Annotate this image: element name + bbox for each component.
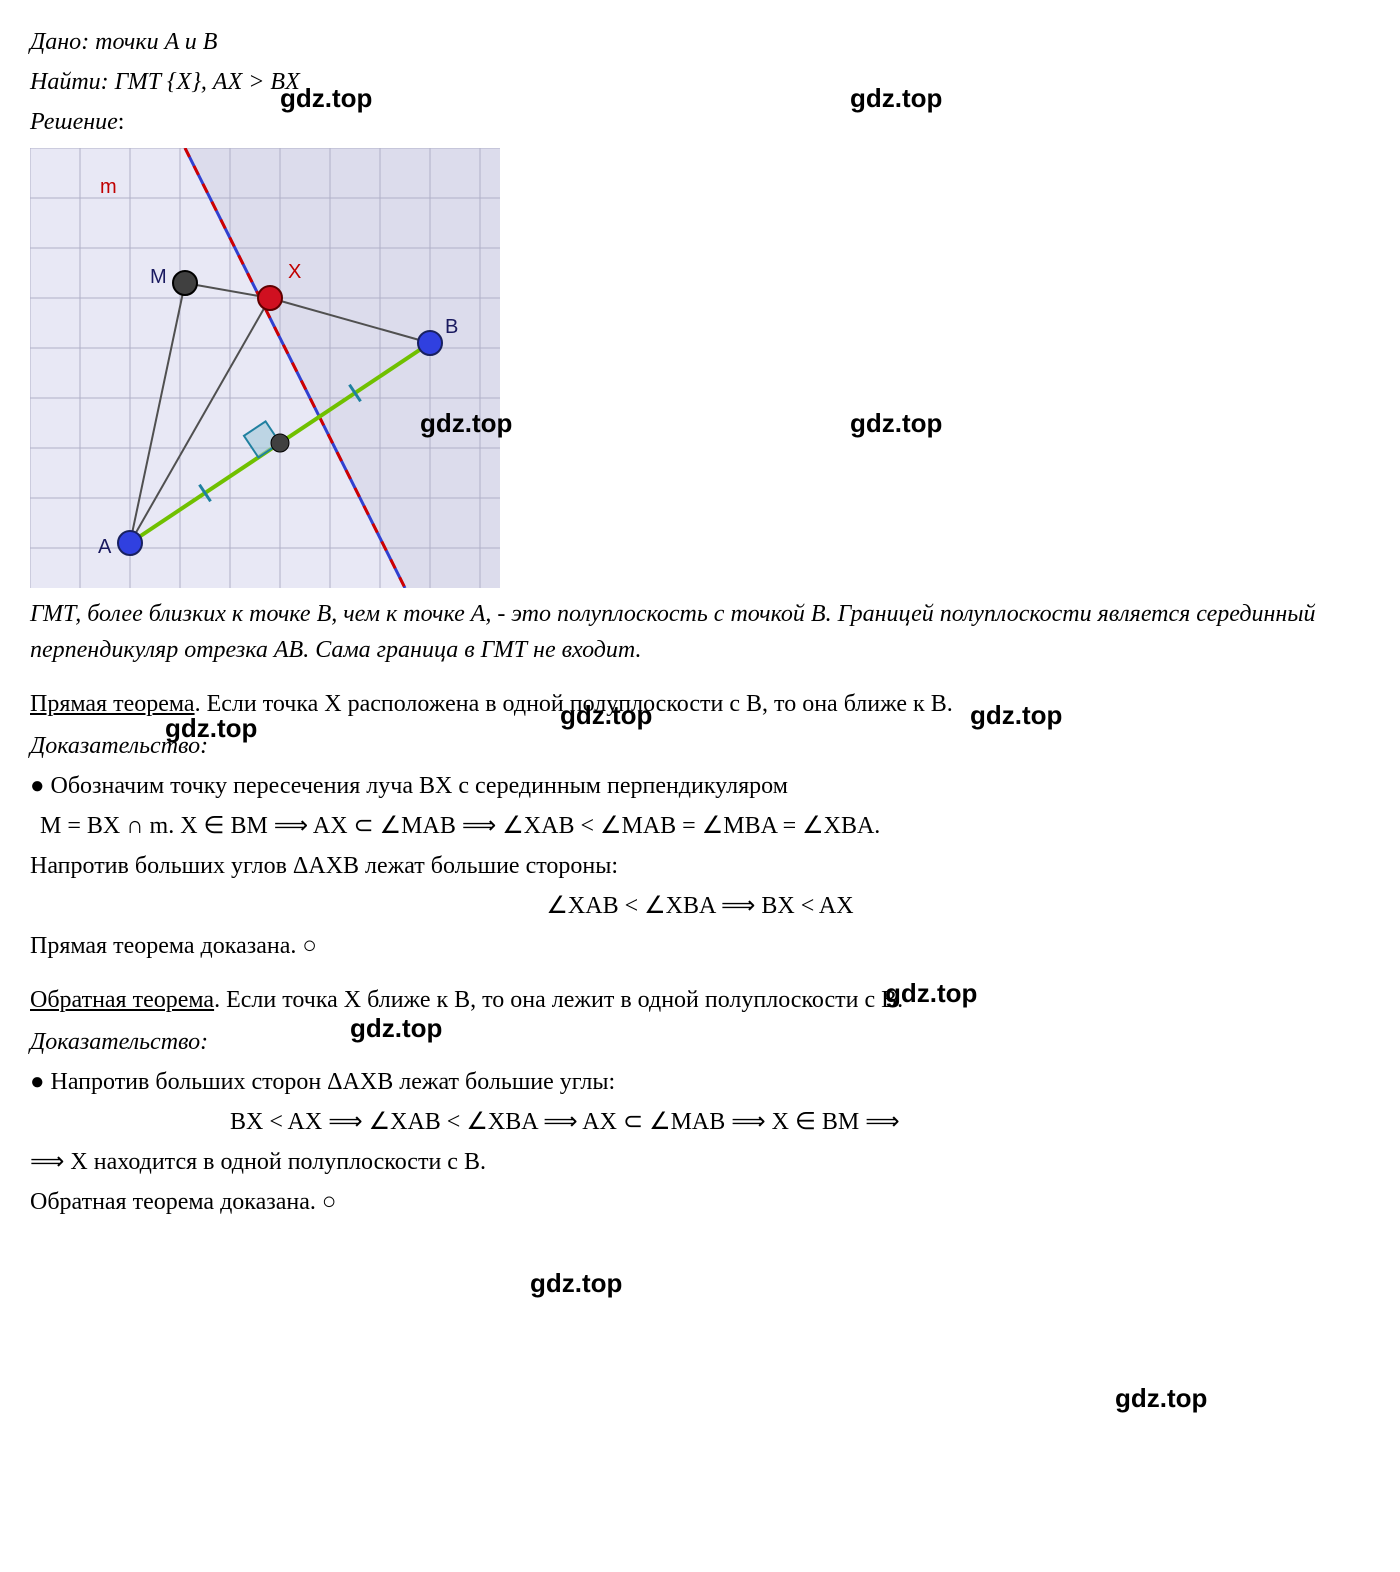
given-line: Дано: точки A и B (30, 24, 1370, 60)
watermark-text: gdz.top (530, 1264, 622, 1303)
find-line: Найти: ГМТ {X}, AX > BX (30, 64, 1370, 100)
svg-text:A: A (98, 536, 112, 558)
svg-text:m: m (100, 176, 117, 198)
direct-formula-2: ∠XAB < ∠XBA ⟹ BX < AX (30, 888, 1370, 924)
direct-line-2: Напротив больших углов ΔAXB лежат больши… (30, 848, 1370, 884)
proof-label-1: Доказательство: (30, 728, 1370, 764)
inverse-theorem-statement: Обратная теорема. Если точка X ближе к B… (30, 982, 1370, 1018)
direct-theorem-label: Прямая теорема (30, 691, 195, 717)
inverse-proven: Обратная теорема доказана. ○ (30, 1184, 1370, 1220)
inverse-theorem-block: Обратная теорема. Если точка X ближе к B… (30, 982, 1370, 1220)
svg-text:X: X (288, 261, 301, 283)
solution-colon: : (118, 109, 125, 135)
inverse-bullet: ● Напротив больших сторон ΔAXB лежат бол… (30, 1064, 1370, 1100)
watermark-text: gdz.top (1115, 1379, 1207, 1418)
given-label: Дано (30, 29, 81, 55)
find-label: Найти (30, 69, 101, 95)
direct-proven: Прямая теорема доказана. ○ (30, 928, 1370, 964)
geometry-diagram: m A B M X (30, 148, 500, 588)
solution-line: Решение: (30, 104, 1370, 140)
find-text: : ГМТ {X}, AX > BX (101, 69, 300, 95)
direct-theorem-block: Прямая теорема. Если точка X расположена… (30, 686, 1370, 964)
direct-theorem-statement: Прямая теорема. Если точка X расположена… (30, 686, 1370, 722)
direct-theorem-text: . Если точка X расположена в одной полуп… (195, 691, 953, 717)
direct-bullet: ● Обозначим точку пересечения луча BX с … (30, 768, 1370, 804)
direct-formula-1: M = BX ∩ m. X ∈ BM ⟹ AX ⊂ ∠MAB ⟹ ∠XAB < … (40, 808, 1370, 844)
svg-text:M: M (150, 266, 167, 288)
inverse-theorem-label: Обратная теорема (30, 987, 214, 1013)
inverse-formula: BX < AX ⟹ ∠XAB < ∠XBA ⟹ AX ⊂ ∠MAB ⟹ X ∈ … (230, 1104, 1370, 1140)
page: Дано: точки A и B Найти: ГМТ {X}, AX > B… (30, 24, 1370, 1220)
gmt-paragraph: ГМТ, более близких к точке B, чем к точк… (30, 596, 1370, 668)
proof-label-2: Доказательство: (30, 1024, 1370, 1060)
inverse-theorem-text: . Если точка X ближе к B, то она лежит в… (214, 987, 903, 1013)
solution-label: Решение (30, 109, 118, 135)
inverse-conclusion: ⟹ X находится в одной полуплоскости с B. (30, 1144, 1370, 1180)
given-text: : точки A и B (81, 29, 217, 55)
svg-text:B: B (445, 316, 458, 338)
watermark-text: gdz.top (850, 404, 942, 443)
